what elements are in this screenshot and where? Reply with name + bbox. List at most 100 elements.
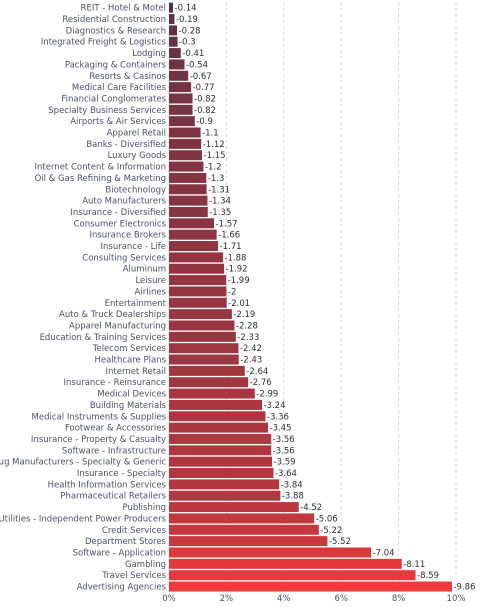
x-tick-label: 0% <box>162 594 176 604</box>
bar <box>169 422 269 433</box>
bar <box>169 252 223 263</box>
value-labels: -0.14-0.19-0.28-0.3-0.41-0.54-0.67-0.77-… <box>175 4 476 593</box>
value-label: -0.82 <box>194 94 216 104</box>
bar <box>169 184 207 195</box>
value-label: -1.99 <box>228 276 250 286</box>
category-label: Software - Application <box>73 548 166 558</box>
value-label: -2.28 <box>236 321 258 331</box>
bar <box>169 138 202 149</box>
bar <box>169 127 201 138</box>
bar <box>169 275 227 286</box>
category-label: Insurance - Life <box>101 242 167 252</box>
category-label: Telecom Services <box>92 344 167 354</box>
bar <box>169 547 372 558</box>
bar <box>169 150 203 161</box>
category-label: Oil & Gas Refining & Marketing <box>35 174 166 184</box>
value-label: -1.35 <box>209 208 231 218</box>
x-tick-label: 8% <box>392 594 406 604</box>
category-label: Footwear & Accessories <box>65 424 167 434</box>
category-label: Medical Devices <box>97 390 166 400</box>
bar <box>169 59 185 70</box>
bar <box>169 354 239 365</box>
value-label: -1.57 <box>216 219 238 229</box>
bar <box>169 241 219 252</box>
bar <box>169 331 236 342</box>
bar <box>169 445 272 456</box>
category-label: Resorts & Casinos <box>89 72 166 82</box>
bar <box>169 468 274 479</box>
value-label: -0.3 <box>179 38 196 48</box>
bar <box>169 218 215 229</box>
category-label: Consulting Services <box>82 253 166 263</box>
category-label: Healthcare Plans <box>94 356 166 366</box>
category-label: Insurance - Reinsurance <box>64 378 167 388</box>
value-label: -1.92 <box>226 265 248 275</box>
category-label: Building Materials <box>90 401 167 411</box>
value-label: -2.64 <box>246 367 268 377</box>
category-label: Entertainment <box>105 299 167 309</box>
value-label: -0.67 <box>190 72 212 82</box>
category-label: Insurance - Diversified <box>70 208 166 218</box>
category-label: Financial Conglomerates <box>61 94 166 104</box>
bar <box>169 263 225 274</box>
category-label: Pharmaceutical Retailers <box>60 492 166 502</box>
value-label: -0.28 <box>179 26 201 36</box>
bar <box>169 93 193 104</box>
category-label: Insurance - Property & Casualty <box>31 435 166 445</box>
bar <box>169 104 193 115</box>
bar <box>169 433 272 444</box>
value-label: -1.34 <box>209 197 231 207</box>
bar <box>169 229 217 240</box>
category-label: Auto Manufacturers <box>82 197 166 207</box>
bar <box>169 365 245 376</box>
value-label: -0.54 <box>186 60 208 70</box>
category-label: Drug Manufacturers - Specialty & Generic <box>0 458 166 468</box>
value-label: -8.59 <box>417 571 439 581</box>
bar <box>169 411 266 422</box>
bar <box>169 399 262 410</box>
value-label: -3.36 <box>267 412 289 422</box>
value-label: -3.88 <box>282 492 304 502</box>
bar <box>169 195 208 206</box>
bar <box>169 48 181 59</box>
bar <box>169 456 273 467</box>
x-tick-label: 10% <box>447 594 466 604</box>
category-label: Luxury Goods <box>108 151 167 161</box>
category-label: Specialty Business Services <box>48 106 166 116</box>
category-label: Software - Infrastructure <box>62 446 166 456</box>
value-label: -2.43 <box>240 356 262 366</box>
value-label: -3.84 <box>281 480 303 490</box>
category-label: Lodging <box>132 49 166 59</box>
value-label: -1.3 <box>208 174 225 184</box>
value-label: -1.15 <box>204 151 226 161</box>
category-label: Gambling <box>125 560 166 570</box>
bar <box>169 297 227 308</box>
bar <box>169 309 232 320</box>
value-label: -1.12 <box>203 140 225 150</box>
value-label: -2 <box>228 287 236 297</box>
bar <box>169 82 192 93</box>
bars <box>169 2 452 592</box>
value-label: -0.19 <box>176 15 198 25</box>
bar <box>169 70 189 81</box>
bar <box>169 536 328 547</box>
bar <box>169 2 174 13</box>
x-tick-label: 6% <box>334 594 348 604</box>
value-label: -0.41 <box>182 49 204 59</box>
category-label: Airlines <box>135 287 167 297</box>
category-label: Integrated Freight & Logistics <box>41 38 167 48</box>
bar <box>169 513 315 524</box>
category-label: Aluminum <box>123 265 166 275</box>
bar <box>169 524 319 535</box>
category-label: Diagnostics & Research <box>66 26 166 36</box>
bar <box>169 320 235 331</box>
bar <box>169 388 255 399</box>
bar <box>169 206 208 217</box>
value-label: -3.56 <box>273 435 295 445</box>
bar <box>169 25 178 36</box>
value-label: -2.33 <box>237 333 259 343</box>
value-label: -0.82 <box>194 106 216 116</box>
value-label: -1.88 <box>224 253 246 263</box>
